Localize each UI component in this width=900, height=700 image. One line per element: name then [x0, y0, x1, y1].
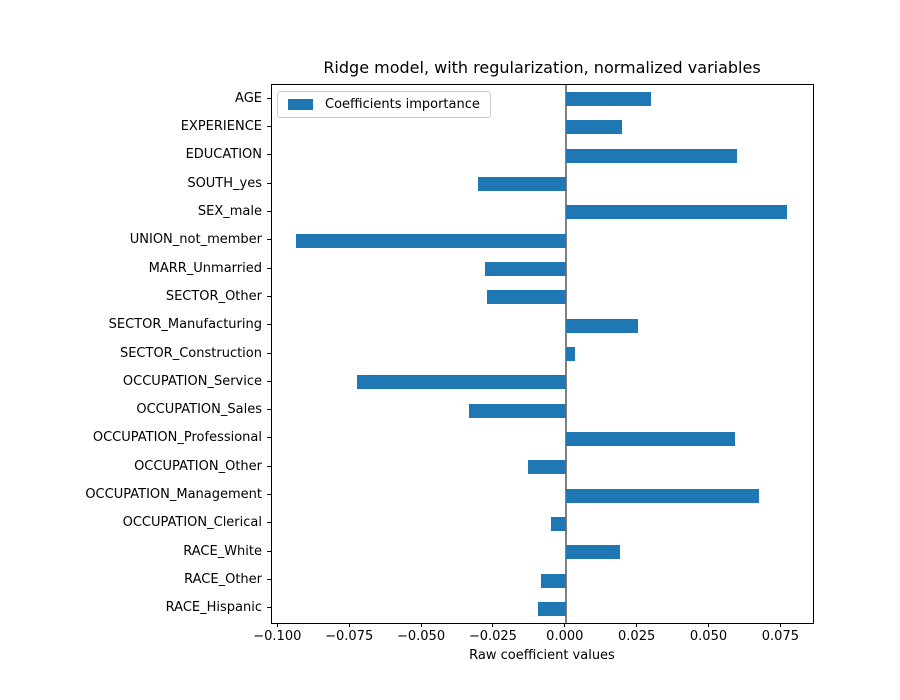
y-tick-label: SECTOR_Other	[165, 288, 262, 304]
x-tick-label: −0.075	[325, 629, 374, 644]
plot-area: Coefficients importance	[271, 84, 814, 624]
legend-label: Coefficients importance	[325, 97, 480, 112]
y-tick-label: SECTOR_Construction	[119, 345, 262, 361]
y-tick-label: MARR_Unmarried	[148, 260, 262, 276]
y-tick	[267, 409, 271, 411]
y-tick-label: RACE_Other	[184, 572, 262, 588]
y-tick-label: SOUTH_yes	[187, 175, 262, 191]
y-tick	[267, 494, 271, 496]
bar	[565, 431, 735, 446]
y-tick	[267, 182, 271, 184]
y-tick	[267, 465, 271, 467]
bar	[565, 318, 638, 333]
x-tick	[708, 623, 709, 627]
bar	[565, 148, 737, 163]
x-tick-label: 0.025	[618, 629, 656, 644]
x-tick	[636, 623, 638, 627]
bar	[478, 177, 566, 192]
y-tick-label: EXPERIENCE	[180, 118, 262, 134]
y-tick-label: EDUCATION	[185, 147, 262, 163]
bar	[485, 262, 566, 277]
y-tick-label: OCCUPATION_Management	[85, 487, 262, 503]
y-tick-label: AGE	[235, 90, 262, 106]
y-tick	[267, 607, 271, 609]
y-tick-label: OCCUPATION_Clerical	[122, 515, 262, 531]
bar	[296, 233, 566, 248]
y-tick-label: OCCUPATION_Service	[122, 373, 262, 389]
y-tick	[267, 550, 271, 552]
y-tick	[267, 239, 271, 241]
y-tick-label: UNION_not_member	[129, 232, 262, 248]
bar	[565, 545, 621, 560]
bar	[565, 347, 576, 361]
bar	[357, 375, 566, 390]
x-tick	[420, 623, 422, 627]
y-tick-label: RACE_Hispanic	[165, 600, 262, 616]
y-tick	[267, 295, 271, 297]
bar	[565, 205, 787, 220]
x-tick-label: −0.100	[253, 629, 302, 644]
x-tick	[564, 623, 566, 627]
bar	[551, 516, 566, 531]
x-tick-label: −0.025	[468, 629, 517, 644]
y-tick-label: SECTOR_Manufacturing	[108, 317, 262, 333]
y-tick-label: OCCUPATION_Professional	[92, 430, 262, 446]
y-tick	[267, 437, 271, 439]
y-tick	[267, 267, 271, 269]
y-tick	[267, 97, 271, 99]
bar	[541, 573, 566, 588]
x-tick-label: 0.000	[546, 629, 584, 644]
y-tick	[267, 352, 271, 354]
x-tick-label: −0.050	[396, 629, 446, 644]
x-axis-label: Raw coefficient values	[469, 648, 615, 663]
y-tick	[267, 154, 271, 156]
y-tick	[267, 579, 271, 581]
x-tick-label: 0.050	[689, 629, 728, 644]
y-tick-label: SEX_male	[197, 203, 262, 219]
x-tick	[276, 623, 278, 627]
chart-title: Ridge model, with regularization, normal…	[323, 58, 761, 77]
bar	[469, 403, 566, 418]
x-tick	[348, 623, 350, 627]
bar	[527, 460, 566, 475]
y-tick	[267, 324, 271, 326]
bar	[487, 290, 566, 305]
x-tick	[492, 623, 494, 627]
y-tick	[267, 210, 271, 212]
bar	[565, 120, 623, 135]
y-tick	[267, 522, 271, 524]
legend-swatch-icon	[288, 99, 313, 110]
y-tick-label: RACE_White	[183, 543, 262, 559]
y-tick-label: OCCUPATION_Other	[134, 458, 262, 474]
bar	[537, 601, 566, 616]
y-tick	[267, 380, 271, 382]
bar	[565, 488, 760, 503]
x-tick	[779, 623, 781, 627]
legend: Coefficients importance	[277, 91, 491, 118]
y-tick-label: OCCUPATION_Sales	[136, 402, 262, 418]
x-tick-label: 0.075	[761, 629, 799, 644]
bar	[565, 92, 652, 107]
y-tick	[267, 125, 271, 127]
